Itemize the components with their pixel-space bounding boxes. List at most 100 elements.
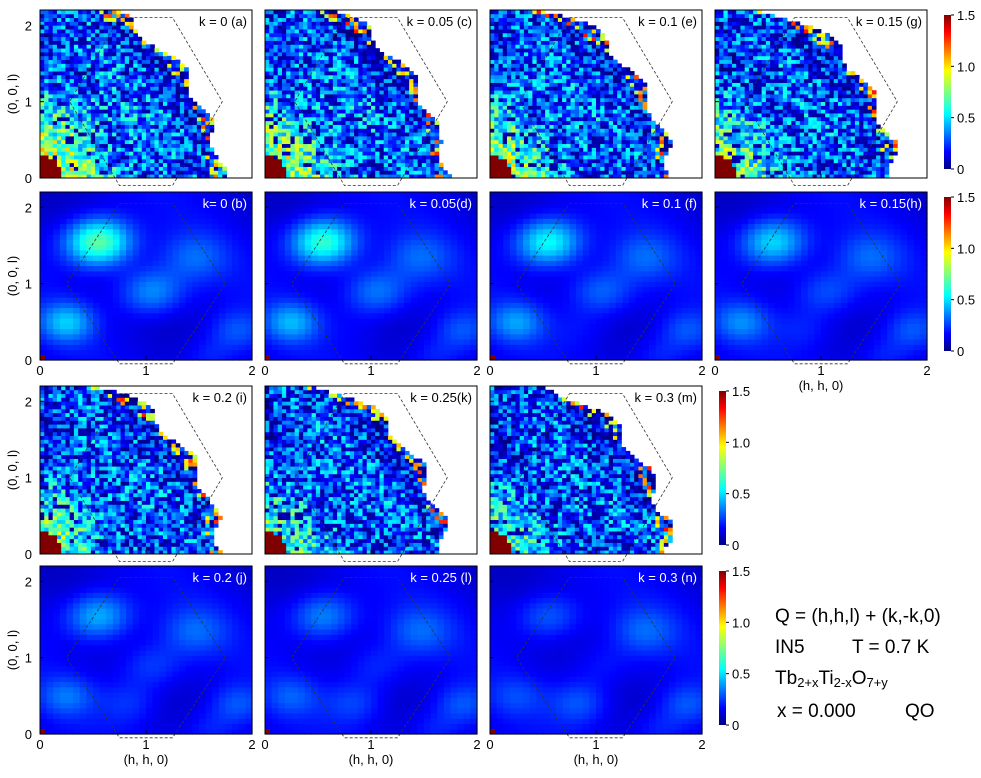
heatmap-cell (574, 139, 580, 145)
heatmap-cell (40, 10, 45, 15)
heatmap-cell (404, 143, 410, 148)
heatmap-cell (490, 94, 495, 99)
heatmap-cell (320, 147, 325, 152)
heatmap-cell (375, 105, 380, 110)
heatmap-cell (307, 40, 313, 45)
heatmap-cell (612, 113, 618, 118)
heatmap-cell (523, 162, 529, 167)
heatmap-cell (294, 143, 300, 148)
heatmap-cell (167, 82, 172, 87)
heatmap-cell (498, 32, 504, 38)
heatmap-cell (90, 136, 96, 141)
heatmap-cell (349, 158, 355, 164)
heatmap-cell (337, 97, 342, 103)
heatmap-cell (392, 94, 397, 99)
heatmap-cell (413, 113, 419, 118)
heatmap-cell (562, 101, 567, 106)
heatmap-cell (320, 63, 325, 68)
heatmap-cell (307, 94, 313, 99)
heatmap-cell (90, 128, 96, 133)
heatmap-cell (120, 40, 126, 45)
heatmap-cell (133, 158, 138, 164)
heatmap-cell (277, 170, 283, 175)
heatmap-cell (591, 55, 597, 61)
heatmap-cell (324, 67, 329, 72)
heatmap-cell (337, 113, 342, 118)
heatmap-cell (540, 166, 546, 171)
heatmap-cell (498, 10, 504, 15)
heatmap-cell (82, 105, 88, 110)
heatmap-cell (65, 105, 71, 110)
heatmap-cell (56, 143, 62, 148)
heatmap-cell (366, 97, 372, 103)
heatmap-cell (141, 105, 147, 110)
heatmap-cell (540, 132, 546, 137)
heatmap-cell (277, 48, 283, 53)
heatmap-cell (490, 151, 495, 156)
heatmap-cell (44, 55, 49, 61)
heatmap-cell (400, 170, 406, 175)
heatmap-cell (646, 151, 652, 156)
heatmap-cell (740, 48, 746, 53)
heatmap-cell (112, 36, 117, 41)
heatmap-cell (337, 74, 342, 80)
heatmap-cell (413, 109, 419, 114)
heatmap-cell (82, 36, 88, 41)
heatmap-cell (404, 147, 410, 152)
heatmap-cell (358, 120, 363, 125)
heatmap-cell (82, 67, 88, 72)
heatmap-cell (549, 109, 554, 114)
heatmap-cell (596, 132, 601, 137)
heatmap-cell (269, 174, 274, 179)
heatmap-cell (82, 25, 88, 30)
heatmap-cell (400, 74, 406, 80)
heatmap-cell (731, 151, 737, 156)
heatmap-cell (413, 166, 419, 171)
heatmap-cell (719, 136, 724, 141)
heatmap-cell (65, 21, 71, 26)
heatmap-cell (549, 139, 554, 145)
heatmap-cell (120, 155, 126, 160)
heatmap-cell (184, 82, 189, 87)
heatmap-cell (523, 170, 529, 175)
heatmap-cell (426, 162, 431, 167)
heatmap-cell (528, 67, 533, 72)
heatmap-cell (523, 40, 529, 45)
heatmap-cell (358, 94, 363, 99)
heatmap-cell (290, 86, 296, 91)
heatmap-cell (642, 101, 648, 106)
heatmap-cell (129, 170, 134, 175)
heatmap-cell (358, 36, 363, 41)
heatmap-cell (579, 132, 584, 137)
heatmap-cell (354, 139, 359, 145)
heatmap-cell (545, 155, 550, 160)
heatmap-cell (82, 21, 88, 26)
heatmap-cell (506, 40, 512, 45)
heatmap-cell (269, 17, 274, 22)
heatmap-cell (727, 124, 733, 129)
heatmap-cell (307, 86, 313, 91)
heatmap-cell (392, 101, 397, 106)
heatmap-cell (727, 52, 733, 57)
heatmap-cell (515, 147, 521, 152)
heatmap-cell (634, 105, 639, 110)
heatmap-cell (48, 32, 54, 38)
heatmap-cell (124, 101, 130, 106)
heatmap-cell (179, 155, 185, 160)
heatmap-cell (286, 136, 291, 141)
heatmap-cell (574, 101, 580, 106)
heatmap-cell (434, 128, 440, 133)
heatmap-cell (727, 97, 733, 103)
heatmap-cell (141, 67, 147, 72)
heatmap-cell (723, 155, 729, 160)
heatmap-cell (540, 124, 546, 129)
heatmap-cell (56, 32, 62, 38)
heatmap-cell (404, 151, 410, 156)
heatmap-cell (642, 90, 648, 95)
heatmap-cell (629, 71, 635, 76)
heatmap-cell (502, 162, 508, 167)
heatmap-cell (345, 36, 351, 41)
heatmap-cell (498, 78, 504, 83)
heatmap-cell (545, 162, 550, 167)
heatmap-cell (86, 25, 92, 30)
